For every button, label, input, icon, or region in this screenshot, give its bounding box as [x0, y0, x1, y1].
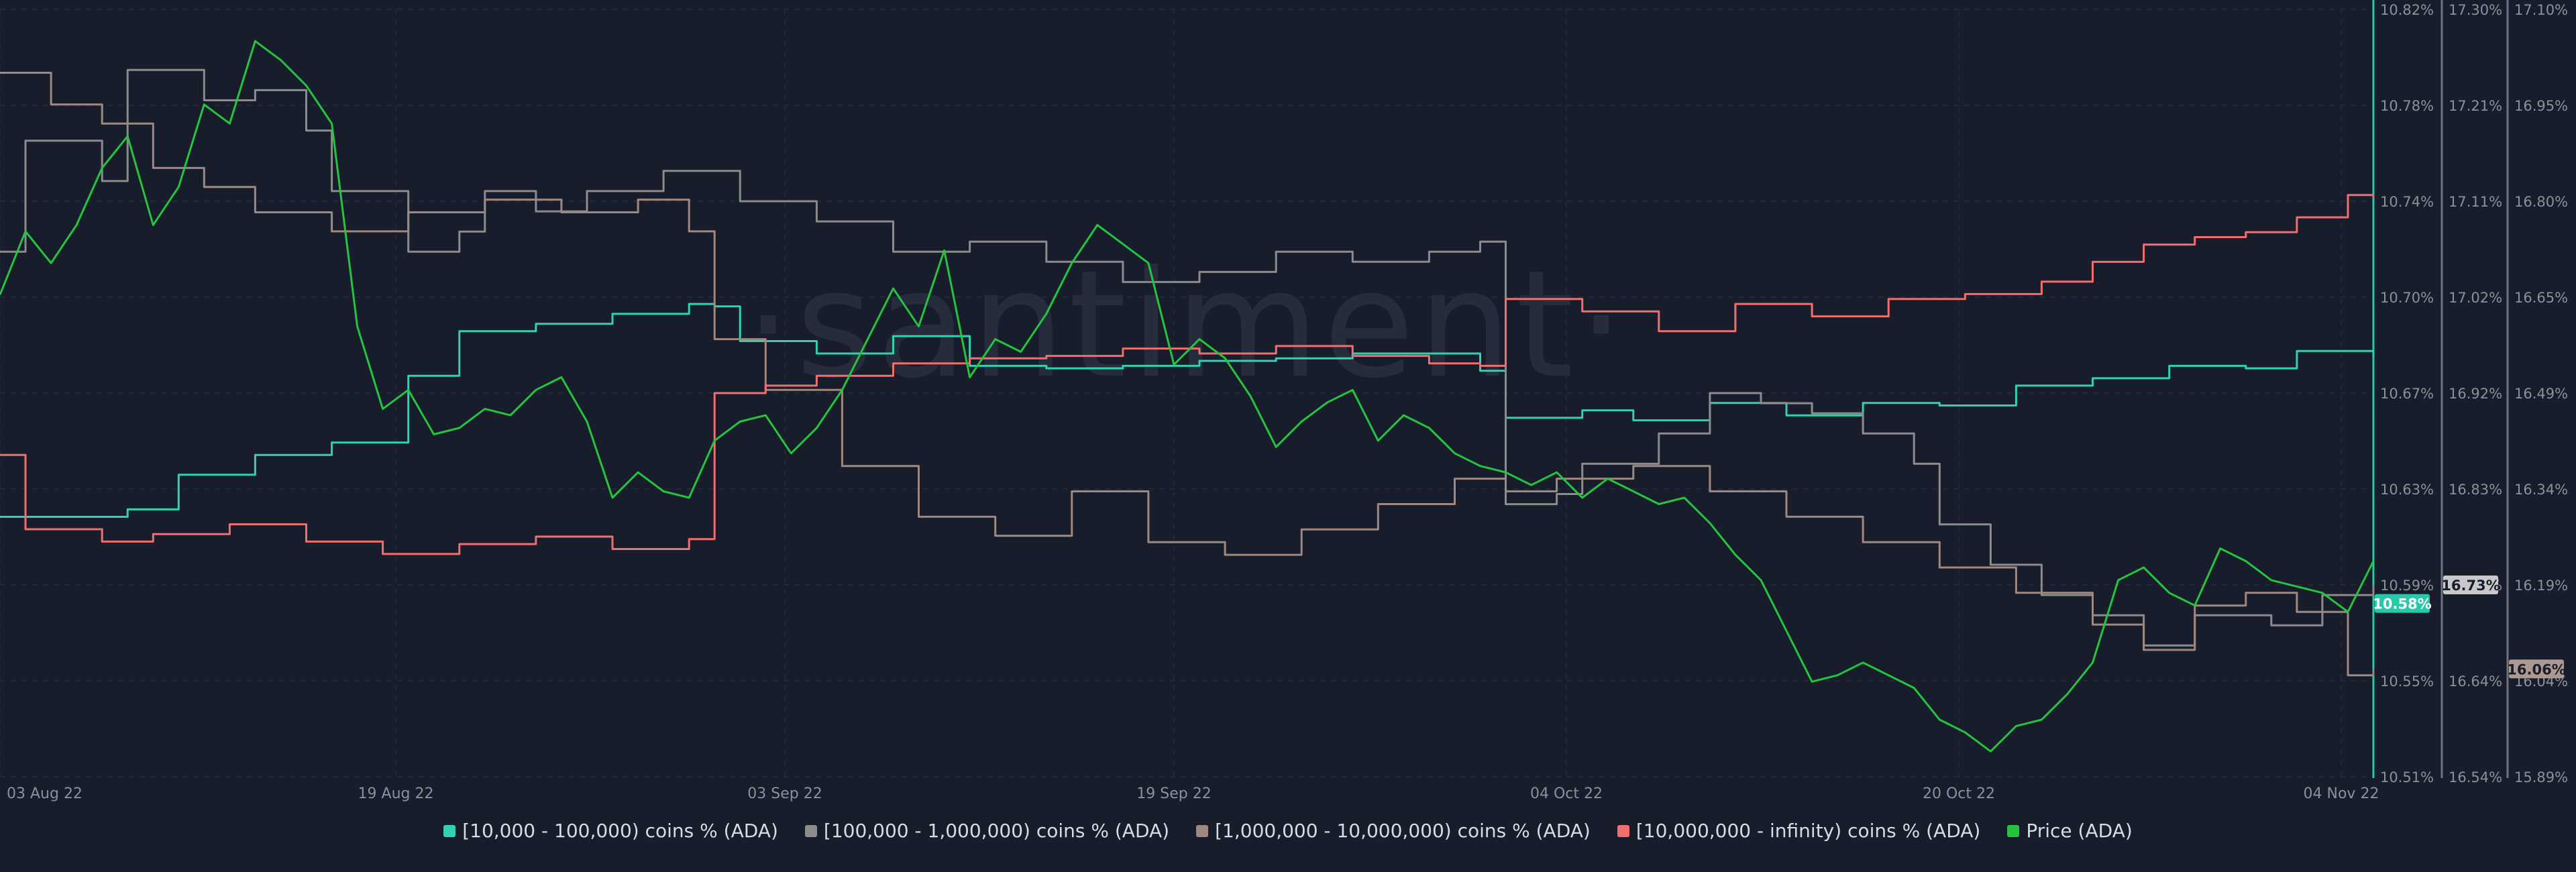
x-tick-label: 04 Oct 22	[1530, 785, 1603, 802]
series-line-100-000-1-000-000-coins-ada	[0, 68, 2375, 647]
legend-swatch	[443, 824, 456, 837]
x-tick-label: 19 Aug 22	[358, 785, 434, 802]
legend-label: [1,000,000 - 10,000,000) coins % (ADA)	[1215, 820, 1591, 842]
y-tick-label: 16.95%	[2514, 98, 2568, 114]
y-tick-label: 10.82%	[2380, 2, 2434, 18]
y-tick-label: 10.59%	[2380, 578, 2434, 594]
y-tick-label: 10.70%	[2380, 290, 2434, 306]
y-tick-label: 10.63%	[2380, 482, 2434, 498]
legend-item[interactable]: Price (ADA)	[2007, 820, 2133, 842]
legend-swatch	[1196, 824, 1209, 837]
legend-item[interactable]: [10,000 - 100,000) coins % (ADA)	[443, 820, 778, 842]
value-badge-label: 16.06%	[2507, 661, 2565, 677]
y-tick-label: 17.10%	[2514, 2, 2568, 18]
value-badge	[2443, 576, 2498, 594]
legend-swatch	[804, 824, 817, 837]
legend-label: Price (ADA)	[2026, 820, 2133, 842]
y-tick-label: 10.67%	[2380, 386, 2434, 402]
legend-label: [10,000,000 - infinity) coins % (ADA)	[1635, 820, 1981, 842]
santiment-watermark: ·santiment·	[745, 239, 1628, 411]
y-tick-label: 10.74%	[2380, 194, 2434, 210]
y-tick-label: 16.83%	[2449, 482, 2502, 498]
x-tick-label: 03 Sep 22	[747, 785, 822, 802]
series-line-10-000-000-infinity-coins-ada	[0, 194, 2375, 555]
series-line-price-ada	[0, 40, 2375, 753]
legend-swatch	[1617, 824, 1629, 837]
x-tick-label: 04 Nov 22	[2304, 785, 2379, 802]
value-badge	[2375, 594, 2430, 613]
legend-label: [10,000 - 100,000) coins % (ADA)	[462, 820, 778, 842]
legend-item[interactable]: [10,000,000 - infinity) coins % (ADA)	[1617, 820, 1980, 842]
y-tick-label: 17.11%	[2449, 194, 2502, 210]
chart-legend: [10,000 - 100,000) coins % (ADA) [100,000…	[0, 820, 2576, 842]
y-tick-label: 16.34%	[2514, 482, 2568, 498]
value-badge-label: 16.73%	[2441, 578, 2500, 594]
y-tick-label: 17.21%	[2449, 98, 2502, 114]
y-tick-label: 16.19%	[2514, 578, 2568, 594]
legend-item[interactable]: [1,000,000 - 10,000,000) coins % (ADA)	[1196, 820, 1591, 842]
y-tick-label: 15.89%	[2514, 769, 2568, 785]
x-tick-label: 03 Aug 22	[7, 785, 83, 802]
legend-label: [100,000 - 1,000,000) coins % (ADA)	[823, 820, 1170, 842]
value-badge-label: 10.58%	[2373, 596, 2431, 612]
y-tick-label: 16.64%	[2449, 673, 2502, 690]
y-tick-label: 17.02%	[2449, 290, 2502, 306]
x-tick-label: 20 Oct 22	[1923, 785, 1995, 802]
x-tick-label: 19 Sep 22	[1136, 785, 1211, 802]
y-tick-label: 10.78%	[2380, 98, 2434, 114]
y-tick-label: 16.92%	[2449, 386, 2502, 402]
y-tick-label: 16.54%	[2449, 769, 2502, 785]
y-tick-label: 16.80%	[2514, 194, 2568, 210]
y-tick-label: 16.49%	[2514, 386, 2568, 402]
y-tick-label: 16.65%	[2514, 290, 2568, 306]
series-line-10-000-100-000-coins-ada	[0, 303, 2375, 518]
y-tick-label: 17.30%	[2449, 2, 2502, 18]
y-tick-label: 10.51%	[2380, 769, 2434, 785]
series-line-1-000-000-10-000-000-coins-ada	[0, 72, 2375, 677]
y-tick-label: 10.55%	[2380, 673, 2434, 690]
legend-item[interactable]: [100,000 - 1,000,000) coins % (ADA)	[804, 820, 1170, 842]
legend-swatch	[2007, 824, 2020, 837]
value-badge	[2509, 659, 2564, 679]
